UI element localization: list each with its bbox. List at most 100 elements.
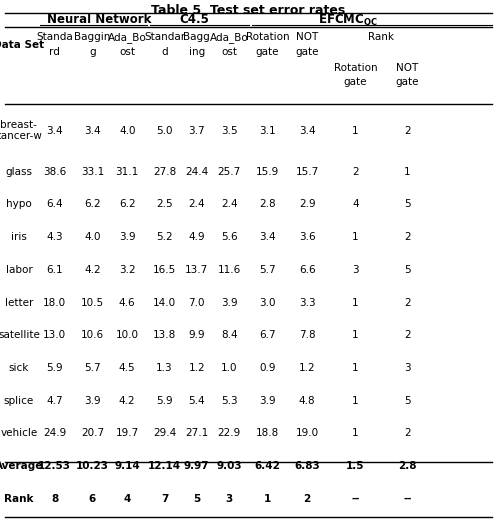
Text: 3: 3 [352,265,359,275]
Text: 19.7: 19.7 [116,428,139,438]
Text: 8.4: 8.4 [221,330,238,340]
Text: 20.7: 20.7 [81,428,104,438]
Text: 3.5: 3.5 [221,126,238,136]
Text: 10.0: 10.0 [116,330,139,340]
Text: 2: 2 [404,297,411,307]
Text: 12.53: 12.53 [38,461,71,471]
Text: 1: 1 [352,396,359,406]
Text: 3.0: 3.0 [259,297,276,307]
Text: 15.9: 15.9 [256,166,279,177]
Text: Ada_Bo: Ada_Bo [108,32,147,43]
Text: Rank: Rank [368,32,395,43]
Text: gate: gate [295,47,319,57]
Text: NOT: NOT [397,62,418,73]
Text: 18.8: 18.8 [256,428,279,438]
Text: 31.1: 31.1 [116,166,139,177]
Text: ost: ost [119,47,135,57]
Text: labor: labor [5,265,32,275]
Text: 29.4: 29.4 [153,428,176,438]
Text: 1: 1 [352,428,359,438]
Text: Rotation: Rotation [333,62,377,73]
Text: C4.5: C4.5 [179,13,209,26]
Text: 7.8: 7.8 [299,330,316,340]
Text: iris: iris [11,232,27,242]
Text: 4.3: 4.3 [46,232,63,242]
Text: 5: 5 [404,396,411,406]
Text: 2.8: 2.8 [398,461,417,471]
Text: d: d [161,47,168,57]
Text: 5.9: 5.9 [46,363,63,373]
Text: 4.0: 4.0 [84,232,101,242]
Text: 4.5: 4.5 [119,363,136,373]
Text: Rank: Rank [4,494,34,504]
Text: 3.9: 3.9 [221,297,238,307]
Text: 1: 1 [352,330,359,340]
Text: 3.3: 3.3 [299,297,316,307]
Text: --: -- [351,494,360,504]
Text: 7: 7 [161,494,168,504]
Text: 6.2: 6.2 [119,199,136,209]
Text: Ada_Bo: Ada_Bo [210,32,248,43]
Text: splice: splice [4,396,34,406]
Text: Average: Average [0,461,43,471]
Text: NOT: NOT [296,32,318,43]
Text: 13.0: 13.0 [43,330,66,340]
Text: 13.7: 13.7 [185,265,208,275]
Text: 6.1: 6.1 [46,265,63,275]
Text: 6: 6 [89,494,96,504]
Text: 4: 4 [124,494,131,504]
Text: 6.7: 6.7 [259,330,276,340]
Text: 5.6: 5.6 [221,232,238,242]
Text: vehicle: vehicle [0,428,37,438]
Text: 4.2: 4.2 [119,396,136,406]
Text: 5.2: 5.2 [156,232,173,242]
Text: 2: 2 [404,126,411,136]
Text: 3.7: 3.7 [188,126,205,136]
Text: Neural Network: Neural Network [47,13,152,26]
Text: Bagg: Bagg [183,32,210,43]
Text: letter: letter [4,297,33,307]
Text: 1.2: 1.2 [299,363,316,373]
Text: 2.4: 2.4 [188,199,205,209]
Text: --: -- [403,494,412,504]
Text: 19.0: 19.0 [296,428,319,438]
Text: 2.5: 2.5 [156,199,173,209]
Text: 1.3: 1.3 [156,363,173,373]
Text: satellite: satellite [0,330,40,340]
Text: 3: 3 [404,363,411,373]
Text: 38.6: 38.6 [43,166,66,177]
Text: glass: glass [5,166,32,177]
Text: 2: 2 [352,166,359,177]
Text: 5: 5 [193,494,200,504]
Text: 3.9: 3.9 [119,232,136,242]
Text: 6.4: 6.4 [46,199,63,209]
Text: gate: gate [343,77,367,87]
Text: 5.9: 5.9 [156,396,173,406]
Text: 2.4: 2.4 [221,199,238,209]
Text: 2: 2 [404,232,411,242]
Text: 5.0: 5.0 [156,126,173,136]
Text: hypo: hypo [6,199,32,209]
Text: 1.5: 1.5 [346,461,365,471]
Text: 4.6: 4.6 [119,297,136,307]
Text: 7.0: 7.0 [188,297,205,307]
Text: 3.4: 3.4 [84,126,101,136]
Text: 5.7: 5.7 [84,363,101,373]
Text: 1: 1 [352,363,359,373]
Text: 2: 2 [404,428,411,438]
Text: breast-
cancer-w: breast- cancer-w [0,120,42,141]
Text: Standar: Standar [144,32,185,43]
Text: 22.9: 22.9 [218,428,241,438]
Text: 3.2: 3.2 [119,265,136,275]
Text: 4.7: 4.7 [46,396,63,406]
Text: 24.9: 24.9 [43,428,66,438]
Text: 1: 1 [352,126,359,136]
Text: 0.9: 0.9 [259,363,276,373]
Text: 5.4: 5.4 [188,396,205,406]
Text: 3.4: 3.4 [259,232,276,242]
Text: 2: 2 [404,330,411,340]
Text: 27.1: 27.1 [185,428,208,438]
Text: 6.83: 6.83 [294,461,320,471]
Text: 1: 1 [264,494,271,504]
Text: 4: 4 [352,199,359,209]
